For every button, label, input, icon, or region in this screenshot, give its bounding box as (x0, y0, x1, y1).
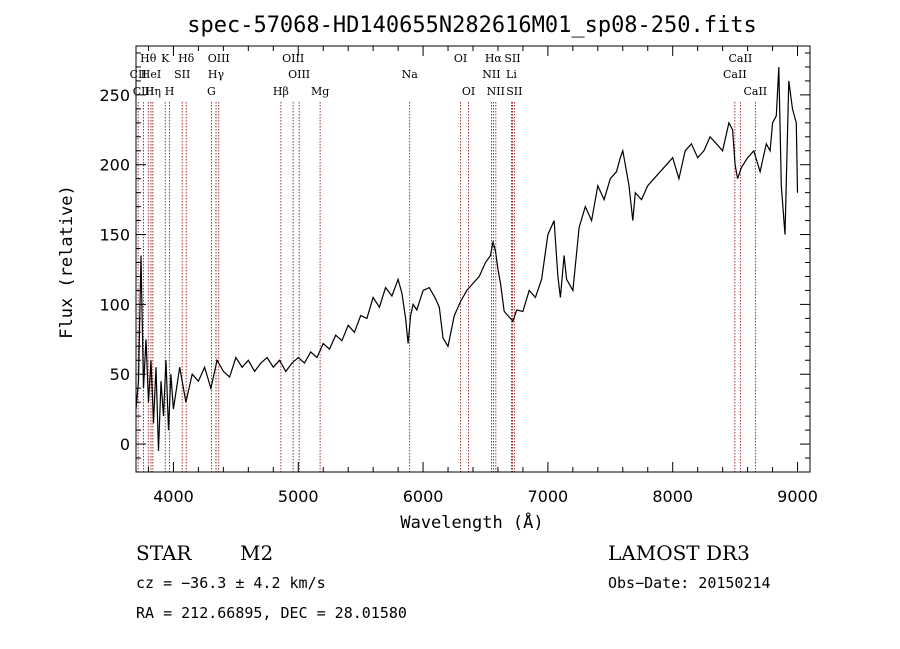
emission-line-label: Hγ (208, 68, 225, 81)
observation-date: Obs−Date: 20150214 (608, 574, 771, 592)
spectrum-series (135, 66, 799, 452)
y-tick-label: 250 (99, 86, 130, 105)
emission-line-label: Hδ (178, 52, 195, 65)
emission-line-label: Hη (145, 85, 161, 98)
x-tick-label: 5000 (278, 487, 319, 506)
y-tick-label: 100 (99, 295, 130, 314)
x-tick-label: 7000 (528, 487, 569, 506)
flux-series-line (135, 66, 799, 452)
emission-line-label: Hβ (273, 85, 289, 98)
emission-line-label: CII (130, 68, 147, 81)
y-axis-label: Flux (relative) (57, 185, 77, 339)
x-axis-label: Wavelength (Å) (400, 511, 543, 533)
x-tick-label: 8000 (652, 487, 693, 506)
y-tick-label: 200 (99, 156, 130, 175)
emission-line-label: SII (174, 68, 190, 81)
y-tick-label: 50 (110, 365, 130, 384)
plot-frame (135, 45, 811, 473)
emission-line-label: OI (454, 52, 467, 65)
emission-line-label: OIII (288, 68, 310, 81)
emission-line-label: Hα (485, 52, 503, 65)
y-tick-label: 150 (99, 226, 130, 245)
x-tick-label: 6000 (403, 487, 444, 506)
emission-line-label: Na (402, 68, 419, 81)
object-subclass: M2 (240, 541, 273, 565)
emission-line-label: HeI (141, 68, 161, 81)
emission-line-label: OIII (282, 52, 304, 65)
y-axis: 0 50 100 150 200 250 (99, 52, 810, 459)
emission-line-label: CaII (723, 68, 747, 81)
emission-line-label: NII (487, 85, 505, 98)
object-class: STAR (136, 541, 192, 565)
redshift-value: cz = −36.3 ± 4.2 km/s (136, 574, 326, 592)
x-tick-label: 4000 (153, 487, 194, 506)
emission-line-label: Li (506, 68, 517, 81)
survey-name: LAMOST DR3 (608, 541, 750, 565)
emission-line-label: CaII (743, 85, 767, 98)
emission-line-markers (137, 102, 756, 472)
x-tick-label: 9000 (777, 487, 818, 506)
emission-line-label: H (165, 85, 175, 98)
emission-line-label: OIII (208, 52, 230, 65)
y-tick-label: 0 (120, 435, 130, 454)
emission-line-label: Mg (311, 85, 329, 98)
coordinates: RA = 212.66895, DEC = 28.01580 (136, 604, 407, 622)
chart-title: spec-57068-HD140655N282616M01_sp08-250.f… (187, 13, 757, 38)
emission-line-label: Hθ (140, 52, 157, 65)
emission-line-label: CaII (729, 52, 753, 65)
x-axis: 4000 5000 6000 7000 8000 9000 (147, 46, 818, 506)
emission-line-label: OI (462, 85, 475, 98)
emission-line-label: NII (482, 68, 500, 81)
emission-line-label: SII (504, 52, 520, 65)
emission-line-label: G (207, 85, 216, 98)
emission-line-label: SII (506, 85, 522, 98)
emission-line-label: K (161, 52, 170, 65)
